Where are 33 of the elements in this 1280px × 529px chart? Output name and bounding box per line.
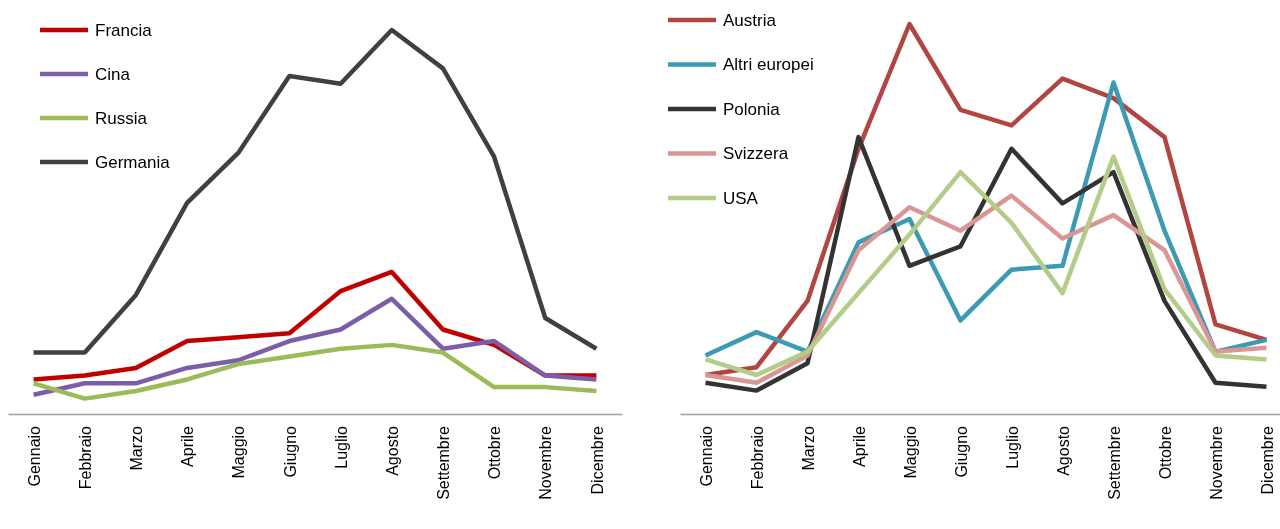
legend-label: Russia — [95, 108, 148, 128]
x-tick-label: Novembre — [537, 425, 555, 500]
x-tick-label: Ottobre — [1156, 425, 1174, 480]
x-tick-label: Dicembre — [588, 425, 606, 495]
x-tick-label: Agosto — [383, 425, 401, 476]
x-tick-label: Dicembre — [1258, 425, 1276, 495]
x-tick-label: Febbraio — [748, 425, 766, 490]
x-tick-label: Aprile — [850, 425, 868, 467]
legend-label: Austria — [723, 10, 777, 30]
legend-label: Germania — [95, 152, 171, 172]
x-tick-label: Luglio — [1003, 425, 1021, 469]
legend-label: USA — [723, 188, 759, 208]
x-tick-label: Giugno — [952, 425, 970, 478]
legend-label: Svizzera — [723, 144, 789, 164]
x-tick-label: Giugno — [281, 425, 299, 478]
x-tick-label: Marzo — [799, 425, 817, 471]
x-tick-label: Gennaio — [25, 425, 43, 487]
x-tick-label: Agosto — [1054, 425, 1072, 476]
x-tick-label: Maggio — [230, 425, 248, 479]
x-tick-label: Maggio — [901, 425, 919, 479]
x-tick-label: Ottobre — [486, 425, 504, 480]
x-tick-label: Novembre — [1207, 425, 1225, 500]
x-tick-label: Febbraio — [76, 425, 94, 490]
legend-label: Francia — [95, 20, 153, 40]
x-tick-label: Settembre — [1105, 425, 1123, 500]
x-tick-label: Gennaio — [697, 425, 715, 487]
legend-label: Polonia — [723, 99, 781, 119]
x-tick-label: Settembre — [435, 425, 453, 500]
x-tick-label: Marzo — [128, 425, 146, 471]
x-tick-label: Luglio — [332, 425, 350, 469]
legend-label: Altri europei — [723, 55, 814, 75]
x-tick-label: Aprile — [179, 425, 197, 467]
legend-label: Cina — [95, 64, 131, 84]
